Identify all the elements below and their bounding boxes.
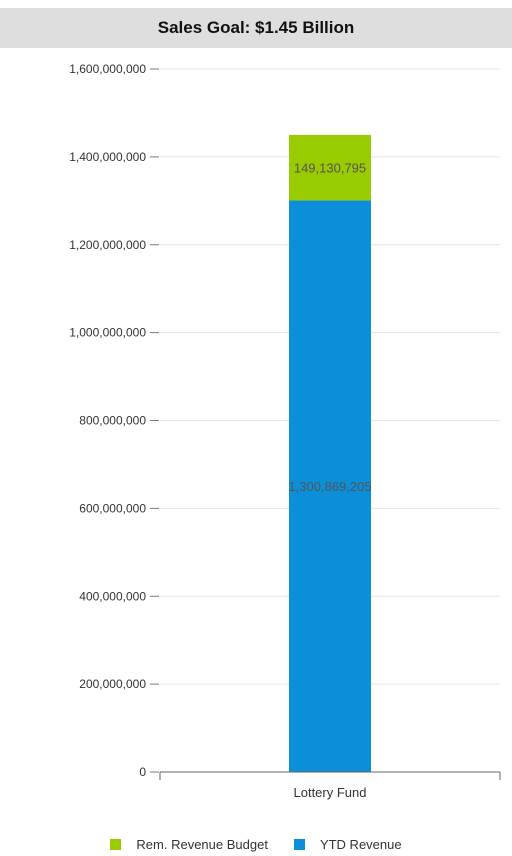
bar-segment-ytd-revenue xyxy=(289,200,371,772)
legend-swatch-ytd-revenue xyxy=(293,838,305,850)
chart-title-bar: Sales Goal: $1.45 Billion xyxy=(0,8,512,48)
data-label-ytd-revenue: 1,300,869,205 xyxy=(288,479,371,494)
y-tick-label-8: 1,600,000,000 xyxy=(69,62,146,76)
y-tick-label-5: 1,000,000,000 xyxy=(69,326,146,340)
x-tick-label-0: Lottery Fund xyxy=(294,785,367,800)
y-tick-label-6: 1,200,000,000 xyxy=(69,238,146,252)
chart-title: Sales Goal: $1.45 Billion xyxy=(157,18,355,37)
legend-item-ytd-revenue[interactable]: YTD Revenue xyxy=(293,836,402,852)
bar-segment-rem-revenue-budget xyxy=(289,134,371,201)
y-tick-label-7: 1,400,000,000 xyxy=(69,150,146,164)
y-tick-label-0: 0 xyxy=(139,765,146,779)
legend-swatch-rem-revenue-budget xyxy=(110,838,122,850)
y-tick-label-1: 200,000,000 xyxy=(79,677,146,691)
y-tick-label-2: 400,000,000 xyxy=(79,589,146,603)
y-tick-label-4: 800,000,000 xyxy=(79,414,146,428)
legend-label-ytd-revenue: YTD Revenue xyxy=(319,836,402,852)
legend-label-rem-revenue-budget: Rem. Revenue Budget xyxy=(136,836,268,852)
chart-legend: Rem. Revenue Budget YTD Revenue xyxy=(0,832,512,856)
y-tick-label-3: 600,000,000 xyxy=(79,501,146,515)
legend-item-rem-revenue-budget[interactable]: Rem. Revenue Budget xyxy=(110,837,268,852)
data-label-rem-revenue-budget: 149,130,795 xyxy=(294,161,366,176)
